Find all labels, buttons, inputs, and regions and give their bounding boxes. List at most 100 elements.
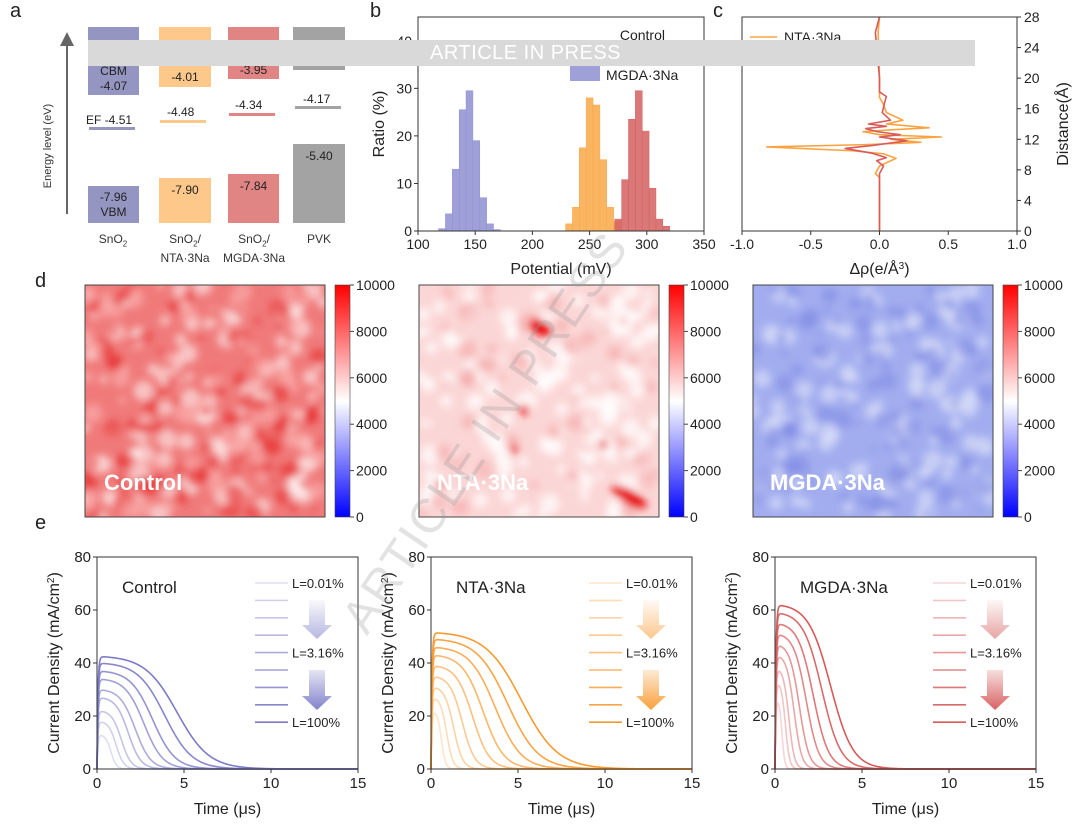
map-blob bbox=[288, 469, 298, 479]
map-blob bbox=[499, 355, 506, 362]
y-tick-label: 20 bbox=[752, 708, 769, 725]
map-blob bbox=[581, 496, 589, 503]
map-blob bbox=[596, 295, 611, 310]
map-blob bbox=[507, 325, 519, 337]
map-blob bbox=[572, 294, 585, 307]
map-blob bbox=[936, 425, 956, 446]
colorbar-tick-label: 6000 bbox=[356, 370, 387, 386]
map-blob bbox=[548, 285, 561, 292]
map-blob bbox=[884, 497, 899, 512]
cbm-value: -4.07 bbox=[99, 79, 128, 93]
map-blob bbox=[296, 488, 313, 504]
map-blob bbox=[873, 399, 884, 410]
map-blob bbox=[812, 345, 824, 358]
map-blob bbox=[159, 500, 176, 516]
map-blob bbox=[184, 372, 194, 381]
map-blob bbox=[632, 310, 644, 322]
map-blob bbox=[622, 396, 629, 404]
map-blob bbox=[500, 488, 516, 503]
legend-label: L=0.01% bbox=[970, 576, 1022, 591]
map-blob bbox=[474, 433, 482, 441]
map-blob bbox=[618, 315, 629, 327]
map-blob bbox=[545, 438, 564, 457]
map-blob bbox=[477, 285, 495, 297]
ef-line-pvk bbox=[295, 106, 341, 109]
map-blob bbox=[643, 290, 652, 298]
map-blob bbox=[111, 306, 124, 318]
map-blob bbox=[245, 503, 264, 517]
map-blob bbox=[861, 349, 877, 366]
map-frame bbox=[84, 284, 326, 518]
map-blob bbox=[461, 372, 477, 388]
banner-text: ARTICLE IN PRESS bbox=[430, 42, 622, 64]
y-tick-label: 0 bbox=[417, 761, 425, 778]
x-tick-label: 0 bbox=[93, 775, 101, 792]
map-blob bbox=[766, 426, 780, 440]
map-blob bbox=[650, 468, 659, 478]
map-blob bbox=[274, 488, 292, 505]
y-tick-label: 60 bbox=[74, 602, 91, 619]
x-tick-label: -0.5 bbox=[799, 236, 823, 252]
ef-line-sno2 bbox=[89, 127, 135, 130]
map-blob bbox=[99, 511, 109, 517]
map-blob bbox=[174, 333, 187, 346]
map-blob bbox=[622, 285, 640, 300]
map-blob bbox=[126, 335, 139, 348]
map-blob bbox=[274, 321, 282, 329]
colorbar-tick-label: 4000 bbox=[1024, 416, 1055, 432]
legend-label: L=100% bbox=[292, 715, 341, 730]
x-axis-label: Time (μs) bbox=[528, 801, 595, 818]
map-blob bbox=[186, 468, 206, 488]
map-blob bbox=[309, 503, 317, 510]
legend-label: L=3.16% bbox=[970, 646, 1022, 661]
x-tick-label: 0 bbox=[771, 775, 779, 792]
map-blob bbox=[457, 301, 478, 322]
x-tick-label: 15 bbox=[684, 775, 701, 792]
map-blob bbox=[753, 405, 761, 419]
map-blob bbox=[142, 397, 161, 416]
map-blob bbox=[770, 399, 786, 415]
map-blob bbox=[557, 285, 566, 292]
map-blob bbox=[768, 415, 778, 426]
map-blob bbox=[500, 412, 514, 426]
map-blob bbox=[320, 406, 325, 415]
map-blob bbox=[499, 308, 518, 327]
map-blob bbox=[621, 418, 641, 438]
map-blob bbox=[293, 320, 307, 334]
x-tick-label: 0 bbox=[427, 775, 435, 792]
y-axis-label-end: ) bbox=[380, 572, 397, 577]
panel-label-b: b bbox=[370, 0, 382, 22]
map-blob bbox=[949, 400, 958, 409]
map-blob bbox=[952, 310, 970, 327]
map-blob bbox=[958, 454, 975, 472]
map-blob bbox=[306, 441, 315, 450]
map-blob bbox=[798, 447, 809, 458]
map-blob bbox=[157, 401, 173, 416]
y-axis-label-sup: 2 bbox=[380, 577, 391, 583]
map-blob bbox=[632, 455, 641, 464]
map-blob bbox=[786, 316, 795, 325]
histogram-bar bbox=[486, 223, 494, 232]
map-blob bbox=[941, 468, 953, 480]
map-blob bbox=[419, 503, 431, 517]
histogram-bar bbox=[472, 140, 481, 232]
map-blob bbox=[929, 426, 939, 436]
map-blob bbox=[965, 387, 976, 397]
map-blob bbox=[849, 462, 868, 482]
map-blob bbox=[904, 418, 921, 436]
x-tick-label: 10 bbox=[263, 775, 280, 792]
energy-arrow-icon bbox=[60, 32, 74, 214]
histogram-bar bbox=[572, 206, 580, 232]
map-blob bbox=[923, 509, 933, 517]
map-blob bbox=[224, 483, 245, 503]
y-tick-label: 30 bbox=[396, 80, 412, 96]
map-blob bbox=[801, 418, 820, 436]
map-blob bbox=[308, 481, 325, 500]
y-tick-label: 8 bbox=[1024, 162, 1032, 178]
histogram-bar bbox=[648, 187, 657, 232]
column-label-mgda: SnO2/MGDA·3Na bbox=[222, 232, 285, 266]
map-blob bbox=[317, 296, 325, 309]
map-blob bbox=[867, 378, 881, 392]
